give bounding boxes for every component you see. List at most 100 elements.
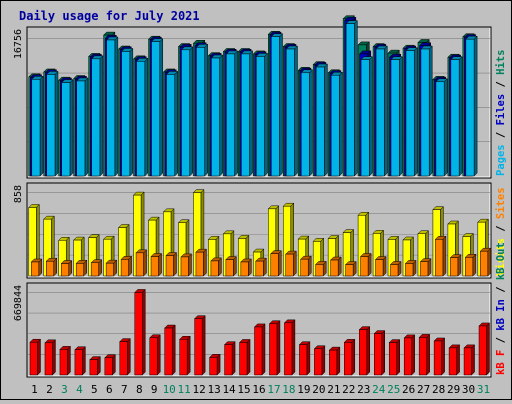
day-label-28: 28 [432,383,445,396]
bar-sites-14 [225,255,237,277]
legend-middle: Visits / Sites [495,187,507,276]
bar-kbytes-25 [388,338,401,376]
day-label-19: 19 [297,383,310,396]
bar-pages-4 [76,77,89,177]
bar-sites-12 [195,248,208,277]
bar-sites-29 [449,254,462,277]
day-label-8: 8 [136,383,143,396]
bar-kbytes-21 [328,346,341,376]
bar-kbytes-18 [283,319,296,376]
bar-pages-3 [61,78,74,177]
day-label-7: 7 [121,383,128,396]
bar-kbytes-1 [29,338,42,376]
bar-kbytes-5 [89,355,101,376]
bar-kbytes-10 [164,324,176,376]
ymax-label-middle: 858 [13,185,24,203]
bar-sites-30 [464,253,477,277]
day-label-6: 6 [106,383,113,396]
bar-kbytes-15 [238,338,251,376]
bar-pages-10 [165,70,179,177]
bar-kbytes-12 [194,315,206,376]
day-label-29: 29 [447,383,460,396]
bar-sites-20 [315,260,327,277]
legend-separator: / [495,75,507,94]
bar-kbytes-17 [268,320,281,376]
day-label-26: 26 [402,383,415,396]
bar-pages-26 [405,47,418,177]
bar-pages-28 [435,78,448,177]
chart-title: Daily usage for July 2021 [19,9,200,23]
bar-sites-6 [105,259,118,277]
legend-separator: / [495,280,507,299]
bar-pages-22 [345,20,358,177]
bar-pages-19 [300,69,314,177]
bar-sites-16 [255,257,267,277]
day-label-15: 15 [237,383,250,396]
legend-item-kb-f: kB F [495,350,507,375]
legend-item-pages: Pages [495,144,507,176]
bar-sites-19 [300,255,312,277]
day-label-20: 20 [312,383,325,396]
legend-top: Pages / Files / Hits [495,50,507,176]
bar-sites-4 [75,259,88,277]
bar-pages-27 [420,45,433,177]
bar-sites-3 [60,259,73,277]
bar-kbytes-4 [74,346,86,376]
day-label-11: 11 [178,383,191,396]
bar-pages-15 [240,50,254,177]
legend-item-sites: Sites [495,187,507,219]
bar-sites-9 [150,252,163,277]
bar-pages-17 [270,33,284,177]
bar-sites-28 [434,235,447,277]
bar-kbytes-30 [463,344,476,376]
day-label-21: 21 [327,383,340,396]
day-label-12: 12 [193,383,206,396]
bar-pages-14 [225,50,239,177]
bar-pages-1 [31,75,44,177]
day-label-23: 23 [357,383,370,396]
day-label-30: 30 [462,383,475,396]
day-label-4: 4 [76,383,83,396]
bar-sites-31 [479,247,492,277]
bar-pages-29 [450,56,463,177]
bar-sites-5 [90,259,103,277]
ymax-label-bottom: 669844 [13,285,24,321]
bar-pages-24 [375,45,388,177]
bar-pages-23 [360,56,373,177]
bar-kbytes-20 [313,345,326,376]
bar-sites-17 [270,250,282,277]
bar-kbytes-14 [223,341,236,376]
bar-sites-26 [404,259,417,277]
bar-kbytes-9 [149,334,161,376]
bar-kbytes-11 [179,335,191,376]
bar-sites-23 [359,252,372,277]
bar-sites-10 [165,251,178,277]
day-label-17: 17 [267,383,280,396]
day-label-24: 24 [372,383,386,396]
legend-item-kb-in: kB In [495,299,507,331]
legend-item-hits: Hits [495,50,507,75]
bar-kbytes-13 [209,353,221,376]
bar-kbytes-6 [104,354,116,376]
bar-kbytes-31 [478,322,491,376]
bar-pages-11 [180,46,194,177]
bar-sites-25 [389,260,402,277]
ymax-label-top: 16756 [13,29,24,59]
bar-kbytes-19 [298,341,311,376]
day-label-3: 3 [61,383,68,396]
bar-pages-18 [285,45,299,177]
legend-item-visits: Visits [495,238,507,276]
bar-sites-27 [419,258,432,277]
bar-sites-18 [285,250,297,277]
legend-item-kb-out: kB Out [495,242,507,280]
bar-pages-7 [120,47,134,177]
bar-kbytes-28 [433,337,446,376]
bar-sites-24 [374,255,387,277]
bar-sites-15 [240,258,252,277]
day-label-2: 2 [46,383,53,396]
day-label-14: 14 [222,383,236,396]
day-label-27: 27 [417,383,430,396]
day-label-5: 5 [91,383,98,396]
bar-pages-5 [91,55,104,177]
